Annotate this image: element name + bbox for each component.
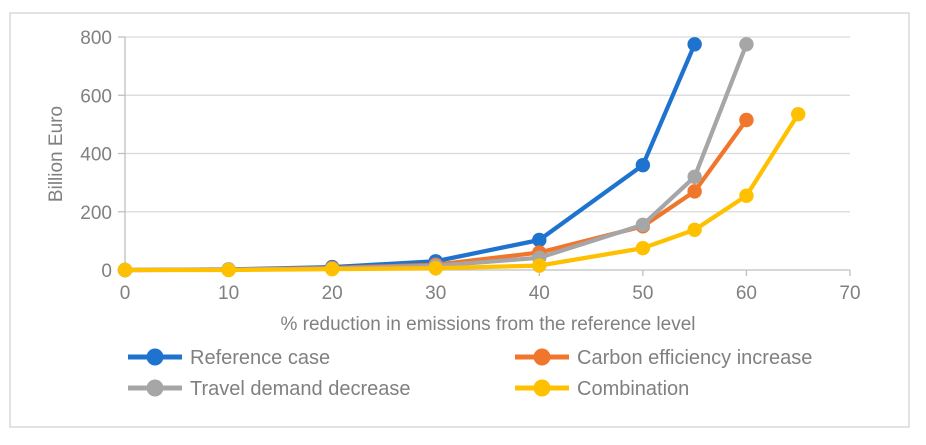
- legend-item-reference-case: Reference case: [128, 347, 330, 369]
- series-marker-reference-case: [635, 157, 651, 173]
- x-tick-label: 30: [425, 283, 446, 304]
- x-tick-label: 60: [736, 283, 757, 304]
- legend-label: Travel demand decrease: [190, 378, 411, 400]
- tick-labels: 0 200 400 600 800 0 10 20 30 40 50 60 70: [80, 28, 860, 304]
- x-tick-label: 20: [322, 283, 343, 304]
- x-tick-label: 10: [218, 283, 239, 304]
- series-marker-travel-demand-decrease: [635, 217, 651, 233]
- legend-label: Reference case: [190, 347, 330, 369]
- series-marker-combination: [324, 261, 340, 277]
- series-marker-combination: [428, 261, 443, 276]
- legend-item-combination: Combination: [515, 378, 689, 400]
- series-marker-combination: [117, 262, 133, 278]
- y-tick-label: 0: [101, 261, 112, 282]
- legend-swatch-marker: [533, 379, 551, 397]
- gridlines: [125, 36, 850, 213]
- y-tick-label: 800: [80, 28, 112, 49]
- series-marker-combination: [635, 240, 651, 256]
- axes: [118, 36, 851, 276]
- y-tick-label: 200: [80, 203, 112, 224]
- y-tick-label: 400: [80, 145, 112, 166]
- legend-label: Combination: [577, 378, 689, 400]
- series-marker-carbon-efficiency-increase: [739, 112, 754, 128]
- chart-outer-border: [9, 12, 910, 428]
- y-axis-title: Billion Euro: [46, 106, 67, 202]
- series-line-travel-demand-decrease: [122, 42, 749, 273]
- legend-label: Carbon efficiency increase: [577, 347, 812, 369]
- x-tick-label: 40: [529, 283, 550, 304]
- series-marker-travel-demand-decrease: [739, 37, 754, 52]
- series-marker-reference-case: [532, 232, 547, 248]
- series-marker-combination: [791, 106, 806, 122]
- series-marker-combination: [221, 262, 236, 278]
- series-marker-reference-case: [687, 37, 702, 52]
- x-tick-label: 0: [120, 283, 131, 304]
- legend-item-travel-demand-decrease: Travel demand decrease: [128, 378, 411, 400]
- series-marker-combination: [532, 258, 547, 273]
- series-marker-combination: [739, 188, 754, 203]
- legend-swatch-marker: [533, 348, 551, 366]
- series-marker-carbon-efficiency-increase: [687, 184, 702, 199]
- series-marker-combination: [687, 222, 702, 238]
- legend-swatch-marker: [146, 379, 164, 397]
- legend-item-carbon-efficiency-increase: Carbon efficiency increase: [515, 347, 812, 369]
- legend-swatch-marker: [146, 348, 164, 366]
- legend: Reference case Carbon efficiency increase…: [128, 347, 812, 400]
- series-marker-travel-demand-decrease: [687, 169, 702, 184]
- x-tick-label: 70: [839, 283, 860, 304]
- x-tick-label: 50: [632, 283, 653, 304]
- x-axis-title: % reduction in emissions from the refere…: [280, 314, 695, 335]
- series-plot-area: [117, 37, 806, 278]
- y-tick-label: 600: [80, 86, 112, 107]
